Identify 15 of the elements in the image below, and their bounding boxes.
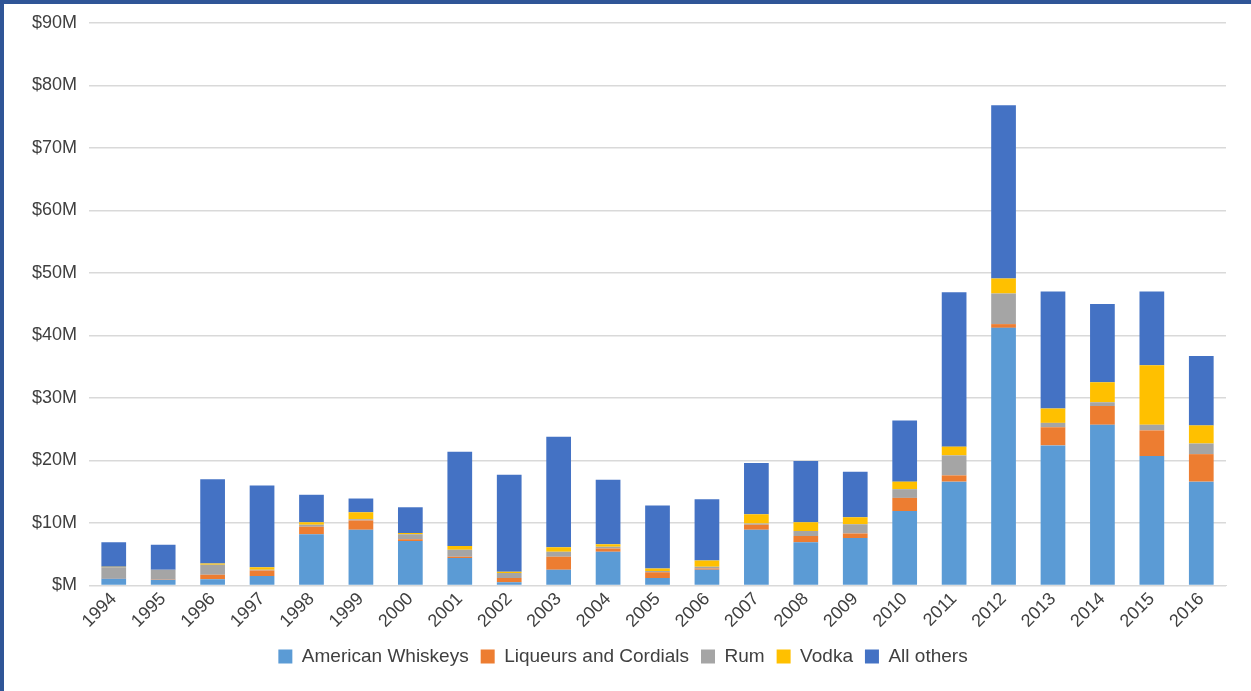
legend-label: Liqueurs and Cordials — [504, 644, 690, 666]
y-tick-label: $60M — [32, 199, 78, 220]
legend-label: Rum — [724, 644, 765, 666]
y-tick-label: $40M — [32, 324, 78, 345]
y-tick-label: $90M — [32, 11, 78, 32]
legend-label: Vodka — [800, 644, 854, 666]
y-tick-label: $50M — [32, 261, 78, 282]
y-tick-label: $70M — [32, 136, 78, 157]
y-tick-label: $80M — [32, 74, 78, 95]
y-tick-label: $30M — [32, 386, 78, 407]
y-tick-label: $20M — [32, 449, 78, 470]
y-tick-label: $M — [52, 574, 78, 595]
y-tick-label: $10M — [32, 511, 78, 532]
legend-label: All others — [888, 644, 968, 666]
legend-label: American Whiskeys — [301, 644, 469, 666]
